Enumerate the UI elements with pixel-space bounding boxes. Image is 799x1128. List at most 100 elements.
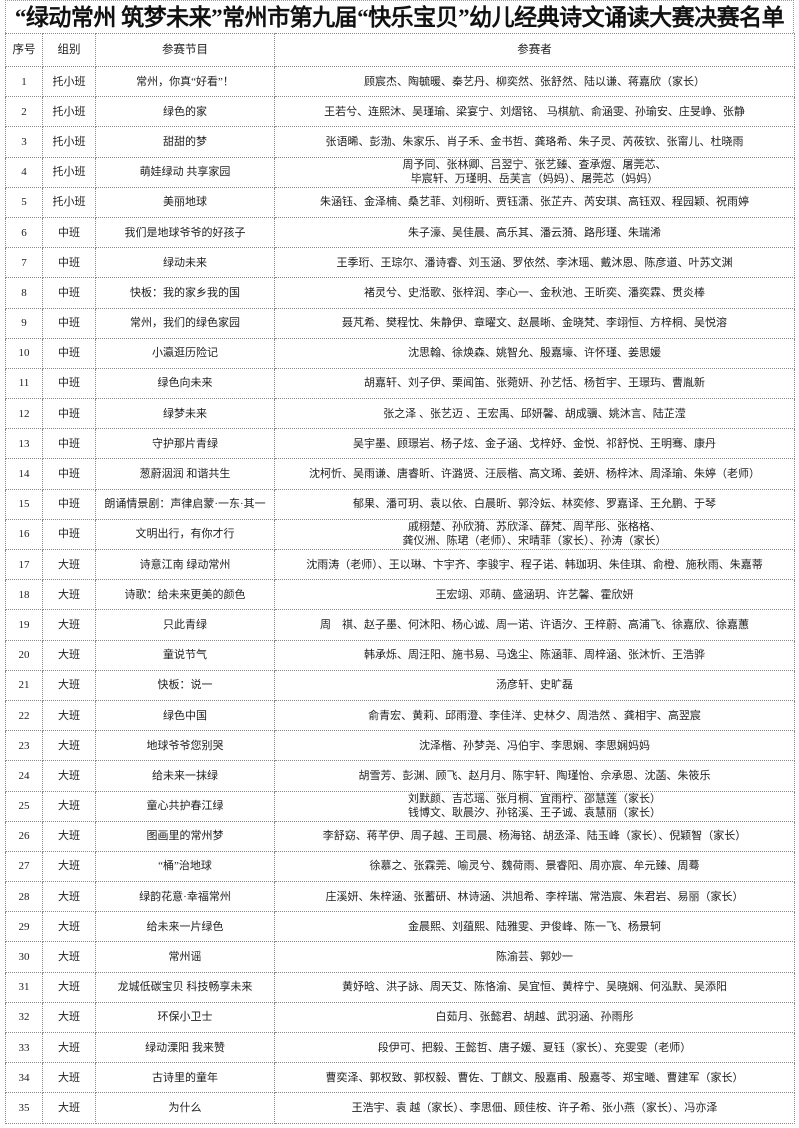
cell-group: 中班 xyxy=(42,277,96,309)
table-row: 32 大班 环保小卫士 白茹月、张懿君、胡越、武羽涵、孙雨彤 xyxy=(5,1001,795,1034)
header-participants: 参赛者 xyxy=(274,33,795,67)
participants-line: 沈思翰、徐焕森、姚智允、殷嘉壕、许怀瑾、姜思媛 xyxy=(408,347,661,360)
participants-line: 褚灵兮、史湉歌、张梓润、李心一、金秋池、王昕奕、潘奕霖、贯炎棒 xyxy=(364,286,705,299)
cell-no: 20 xyxy=(5,639,43,671)
cell-program: 绿动溧阳 我来赞 xyxy=(95,1031,275,1064)
cell-participants: 张语晞、彭渤、朱家乐、肖子禾、金书哲、龚珞希、朱子灵、芮莜钦、张甯儿、杜晓雨 xyxy=(274,126,795,158)
cell-group: 大班 xyxy=(42,609,96,641)
table-row: 6 中班 我们是地球爷爷的好孩子 朱子濠、吴佳晨、高乐其、潘云漪、路彤瑾、朱瑞浠 xyxy=(5,216,795,249)
cell-group: 托小班 xyxy=(42,156,96,188)
cell-no: 14 xyxy=(5,458,43,490)
cell-group: 中班 xyxy=(42,428,96,460)
participants-line: 张之泽 、张艺迈 、王宏禹、邱妍馨、胡成骥、姚沐言、陆芷滢 xyxy=(383,407,686,420)
cell-participants: 吴宇墨、顾璟岩、杨子炫、金子涵、戈梓妤、金悦、祁舒悦、王明骞、康丹 xyxy=(274,428,795,460)
cell-participants: 徐慕之、张霖莞、喻灵兮、魏荷雨、景睿阳、周亦宸、牟元臻、周蓦 xyxy=(274,850,795,883)
participants-line: 胡嘉轩、刘子伊、栗闻笛、张菀妍、孙艺恬、杨哲宇、王璟玙、曹胤新 xyxy=(364,377,705,390)
table-row: 9 中班 常州，我们的绿色家园 聂芃希、樊程忱、朱静伊、章曜文、赵晨晰、金晓梵、李翊恒… xyxy=(5,307,795,339)
cell-program: 葱蔚洇润 和谐共生 xyxy=(95,458,275,490)
cell-program: 只此青绿 xyxy=(95,609,275,641)
finalists-table: 序号 组别 参赛节目 参赛者 1 托小班 常州，你真“好看”！ 顾宸杰、陶毓暖、秦艺丹… xyxy=(5,33,795,1124)
cell-group: 大班 xyxy=(42,820,96,852)
cell-no: 6 xyxy=(5,216,43,249)
cell-no: 17 xyxy=(5,548,43,581)
cell-group: 中班 xyxy=(42,307,96,339)
cell-group: 大班 xyxy=(42,1031,96,1064)
table-row: 20 大班 童说节气 韩承烁、周汪阳、施书易、马逸尘、陈涵菲、周梓涵、张沐忻、王浩骅 xyxy=(5,639,795,671)
participants-line: 周 祺、赵子墨、何沐阳、杨心诚、周一诺、许语汐、王梓蔚、高浦飞、徐嘉欣、徐嘉蕙 xyxy=(320,618,749,631)
participants-line: 王若兮、连熙沐、吴瑾瑜、梁宴宁、刘熠铭、 马棋航、俞涵雯、孙瑜安、庄旻峥、张静 xyxy=(324,105,745,118)
cell-no: 35 xyxy=(5,1092,43,1124)
cell-group: 大班 xyxy=(42,699,96,732)
participants-line: 王浩宇、袁 越（家长）、李思佃、顾佳桉、许子希、张小燕（家长）、冯亦泽 xyxy=(351,1101,718,1114)
participants-line: 王季珩、王琮尔、潘诗睿、刘玉涵、罗依然、李沐瑶、戴沐恩、陈彦道、叶苏文渊 xyxy=(336,256,733,269)
cell-no: 18 xyxy=(5,579,43,611)
cell-no: 2 xyxy=(5,96,43,128)
participants-line: 龚仪洲、陈珺（老师）、宋晴菲（家长）、孙涛（家长） xyxy=(402,535,667,548)
cell-participants: 沈柯忻、吴雨谦、唐睿昕、许潞贤、汪辰楷、高文琋、姜妍、杨梓沐、周泽瑜、朱婷（老师… xyxy=(274,458,795,490)
cell-participants: 沈雨涛（老师）、王以琳、卞宇齐、李骏宇、程子诺、韩珈玥、朱佳琪、俞橙、施秋雨、朱… xyxy=(274,548,795,581)
cell-no: 8 xyxy=(5,277,43,309)
cell-participants: 周予同、张林卿、吕翌宁、张艺臻、查承煜、屠莞芯、 毕宸轩、万瑾明、岳芙言（妈妈）、… xyxy=(274,156,795,188)
cell-group: 中班 xyxy=(42,518,96,551)
table-row: 16 中班 文明出行，有你才行 戚栩楚、孙欣漪、苏欣泽、薛梵、周芊彤、张格格、 龚仪洲、… xyxy=(5,518,795,551)
cell-group: 大班 xyxy=(42,790,96,822)
cell-program: “桶”治地球 xyxy=(95,850,275,883)
cell-program: 给未来一片绿色 xyxy=(95,911,275,943)
cell-no: 1 xyxy=(5,65,43,98)
cell-group: 中班 xyxy=(42,458,96,490)
cell-group: 大班 xyxy=(42,548,96,581)
table-row: 5 托小班 美丽地球 朱涵钰、金泽楠、桑艺菲、刘栩昕、贾钰潇、张芷卉、芮安琪、高钰双、… xyxy=(5,186,795,218)
cell-no: 24 xyxy=(5,760,43,792)
cell-no: 30 xyxy=(5,941,43,973)
header-no: 序号 xyxy=(5,33,43,67)
table-row: 13 中班 守护那片青绿 吴宇墨、顾璟岩、杨子炫、金子涵、戈梓妤、金悦、祁舒悦、王明骞… xyxy=(5,428,795,460)
cell-program: 龙城低碳宝贝 科技畅享未来 xyxy=(95,971,275,1003)
cell-group: 大班 xyxy=(42,881,96,913)
cell-group: 托小班 xyxy=(42,65,96,98)
participants-line: 韩承烁、周汪阳、施书易、马逸尘、陈涵菲、周梓涵、张沐忻、王浩骅 xyxy=(364,649,705,662)
cell-group: 大班 xyxy=(42,1001,96,1034)
cell-group: 中班 xyxy=(42,398,96,430)
participants-line: 吴宇墨、顾璟岩、杨子炫、金子涵、戈梓妤、金悦、祁舒悦、王明骞、康丹 xyxy=(353,437,716,450)
participants-line: 王宏翊、邓萌、盛涵玥、许艺馨、霍欣妍 xyxy=(435,588,634,601)
cell-group: 托小班 xyxy=(42,126,96,158)
cell-no: 19 xyxy=(5,609,43,641)
cell-no: 3 xyxy=(5,126,43,158)
cell-group: 大班 xyxy=(42,850,96,883)
cell-program: 甜甜的梦 xyxy=(95,126,275,158)
cell-participants: 张之泽 、张艺迈 、王宏禹、邱妍馨、胡成骥、姚沐言、陆芷滢 xyxy=(274,398,795,430)
participants-line: 朱子濠、吴佳晨、高乐其、潘云漪、路彤瑾、朱瑞浠 xyxy=(408,226,661,239)
cell-no: 5 xyxy=(5,186,43,218)
cell-group: 中班 xyxy=(42,337,96,369)
cell-group: 大班 xyxy=(42,941,96,973)
cell-program: 诗意江南 绿动常州 xyxy=(95,548,275,581)
cell-participants: 黄妤晗、洪子詠、周天艾、陈恪渝、吴宜恒、黄梓宁、吴晓娴、何泓默、吴添阳 xyxy=(274,971,795,1003)
table-row: 22 大班 绿色中国 俞青宏、黄莉、邱雨澄、李佳洋、史林夕、周浩然 、龚相宇、高翌宸 xyxy=(5,699,795,732)
participants-line: 郁果、潘可玥、袁以依、白晨昕、郭泠妘、林奕修、罗嘉译、王允鹏、于琴 xyxy=(353,498,716,511)
table-row: 1 托小班 常州，你真“好看”！ 顾宸杰、陶毓暖、秦艺丹、柳奕然、张舒然、陆以谦、蒋嘉… xyxy=(5,65,795,98)
cell-participants: 汤彦轩、史旷磊 xyxy=(274,669,795,701)
cell-no: 13 xyxy=(5,428,43,460)
cell-participants: 白茹月、张懿君、胡越、武羽涵、孙雨彤 xyxy=(274,1001,795,1034)
cell-program: 美丽地球 xyxy=(95,186,275,218)
cell-participants: 金晨熙、刘蕴熙、陆雅雯、尹俊峰、陈一飞、杨景轲 xyxy=(274,911,795,943)
cell-program: 图画里的常州梦 xyxy=(95,820,275,852)
participants-line: 顾宸杰、陶毓暖、秦艺丹、柳奕然、张舒然、陆以谦、蒋嘉欣（家长） xyxy=(364,75,705,88)
participants-line: 钱博文、耿晨汐、孙铭溪、王子诚、袁慧丽（家长） xyxy=(408,807,661,820)
participants-line: 金晨熙、刘蕴熙、陆雅雯、尹俊峰、陈一飞、杨景轲 xyxy=(408,920,661,933)
cell-group: 大班 xyxy=(42,579,96,611)
table-row: 2 托小班 绿色的家 王若兮、连熙沐、吴瑾瑜、梁宴宁、刘熠铭、 马棋航、俞涵雯、孙瑜安… xyxy=(5,96,795,128)
participants-line: 庄溪妍、朱梓涵、张蓄研、林诗涵、洪旭希、李梓瑞、常浩宸、朱君岩、易丽（家长） xyxy=(325,890,744,903)
participants-line: 段伊可、把毅、王懿哲、唐子媛、夏钰（家长）、充雯雯（老师） xyxy=(377,1041,692,1054)
cell-group: 大班 xyxy=(42,760,96,792)
cell-group: 大班 xyxy=(42,639,96,671)
table-row: 23 大班 地球爷爷您别哭 沈泽楷、孙梦尧、冯伯宇、李思娴、李思娴妈妈 xyxy=(5,730,795,762)
cell-no: 33 xyxy=(5,1031,43,1064)
cell-group: 托小班 xyxy=(42,186,96,218)
cell-participants: 曹奕泽、郭权致、郭权毅、曹佐、丁麒文、殷嘉甫、殷嘉苓、郑宝曦、曹建军（家长） xyxy=(274,1062,795,1094)
cell-program: 绿梦未来 xyxy=(95,398,275,430)
table-row: 8 中班 快板：我的家乡我的国 褚灵兮、史湉歌、张梓润、李心一、金秋池、王昕奕、潘奕霖… xyxy=(5,277,795,309)
participants-line: 徐慕之、张霖莞、喻灵兮、魏荷雨、景睿阳、周亦宸、牟元臻、周蓦 xyxy=(369,860,700,873)
cell-participants: 戚栩楚、孙欣漪、苏欣泽、薛梵、周芊彤、张格格、 龚仪洲、陈珺（老师）、宋晴菲（家长… xyxy=(274,518,795,551)
cell-participants: 胡雪芳、彭渊、顾飞、赵月月、陈宇轩、陶瑾怡、佘承恩、沈菡、朱筱乐 xyxy=(274,760,795,792)
